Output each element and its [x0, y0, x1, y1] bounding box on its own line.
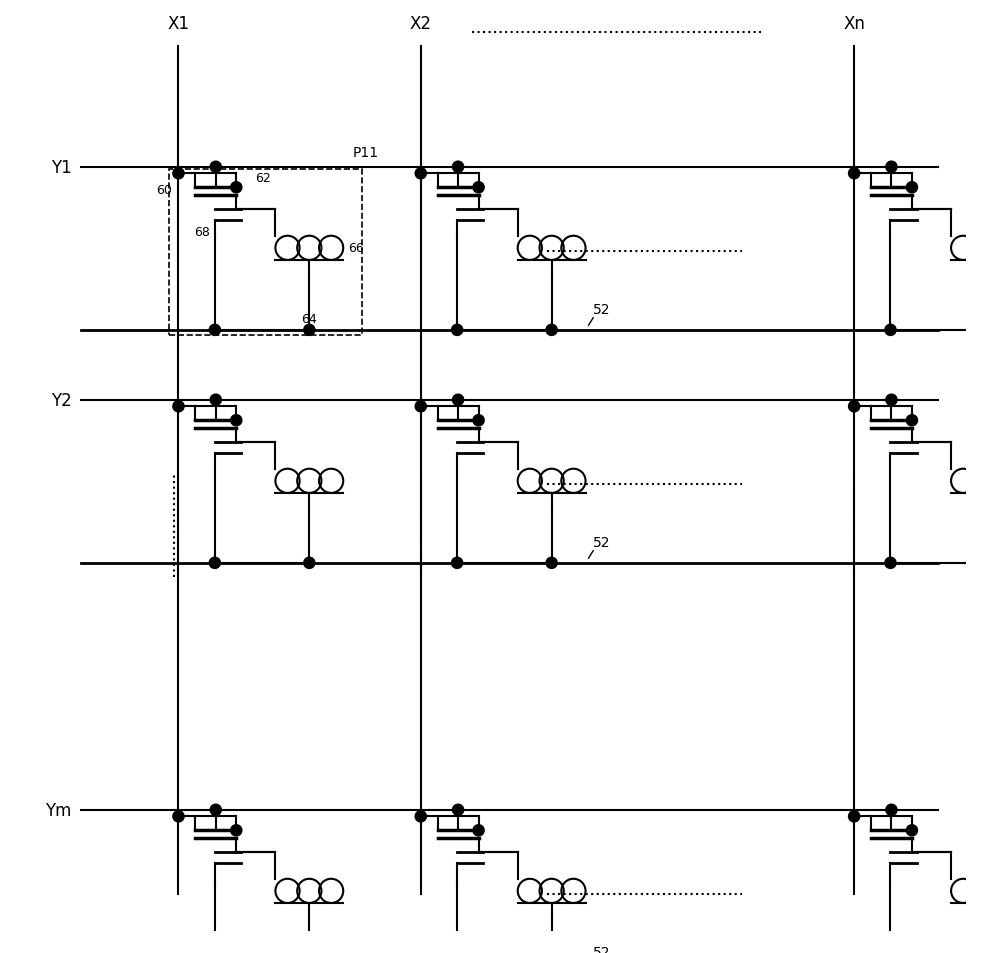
Text: 60: 60 [156, 183, 172, 196]
Circle shape [173, 169, 184, 180]
Circle shape [304, 558, 315, 569]
Text: 66: 66 [348, 242, 364, 255]
Circle shape [885, 325, 896, 336]
Text: 68: 68 [194, 225, 210, 238]
Circle shape [452, 325, 463, 336]
Circle shape [173, 811, 184, 822]
Circle shape [906, 182, 918, 193]
Circle shape [546, 558, 557, 569]
Circle shape [885, 558, 896, 569]
Circle shape [415, 169, 426, 180]
Circle shape [452, 804, 464, 816]
Circle shape [231, 825, 242, 836]
Text: 64: 64 [301, 313, 317, 326]
Circle shape [979, 325, 991, 336]
Text: 52: 52 [593, 536, 611, 549]
Circle shape [452, 162, 464, 173]
Circle shape [415, 401, 426, 413]
Circle shape [231, 416, 242, 426]
Circle shape [452, 395, 464, 406]
Text: X1: X1 [167, 14, 189, 32]
Circle shape [849, 401, 860, 413]
Circle shape [304, 325, 315, 336]
Circle shape [979, 558, 991, 569]
Text: Y2: Y2 [51, 392, 71, 410]
Text: Ym: Ym [45, 801, 71, 819]
Text: 62: 62 [255, 172, 271, 185]
Circle shape [210, 162, 221, 173]
Circle shape [473, 182, 484, 193]
Circle shape [906, 416, 918, 426]
Text: 52: 52 [593, 302, 611, 316]
Circle shape [886, 804, 897, 816]
Text: Y1: Y1 [51, 158, 71, 176]
Circle shape [415, 811, 426, 822]
Circle shape [210, 395, 221, 406]
Text: P11: P11 [353, 146, 379, 160]
Circle shape [473, 825, 484, 836]
Circle shape [173, 401, 184, 413]
Circle shape [886, 162, 897, 173]
Circle shape [210, 804, 221, 816]
Circle shape [231, 182, 242, 193]
Circle shape [906, 825, 918, 836]
Text: Xn: Xn [843, 14, 865, 32]
Text: 52: 52 [593, 945, 611, 953]
Circle shape [209, 558, 220, 569]
Circle shape [546, 325, 557, 336]
Circle shape [452, 558, 463, 569]
Circle shape [209, 325, 220, 336]
Circle shape [849, 811, 860, 822]
Text: X2: X2 [410, 14, 432, 32]
Circle shape [849, 169, 860, 180]
Circle shape [473, 416, 484, 426]
Circle shape [886, 395, 897, 406]
